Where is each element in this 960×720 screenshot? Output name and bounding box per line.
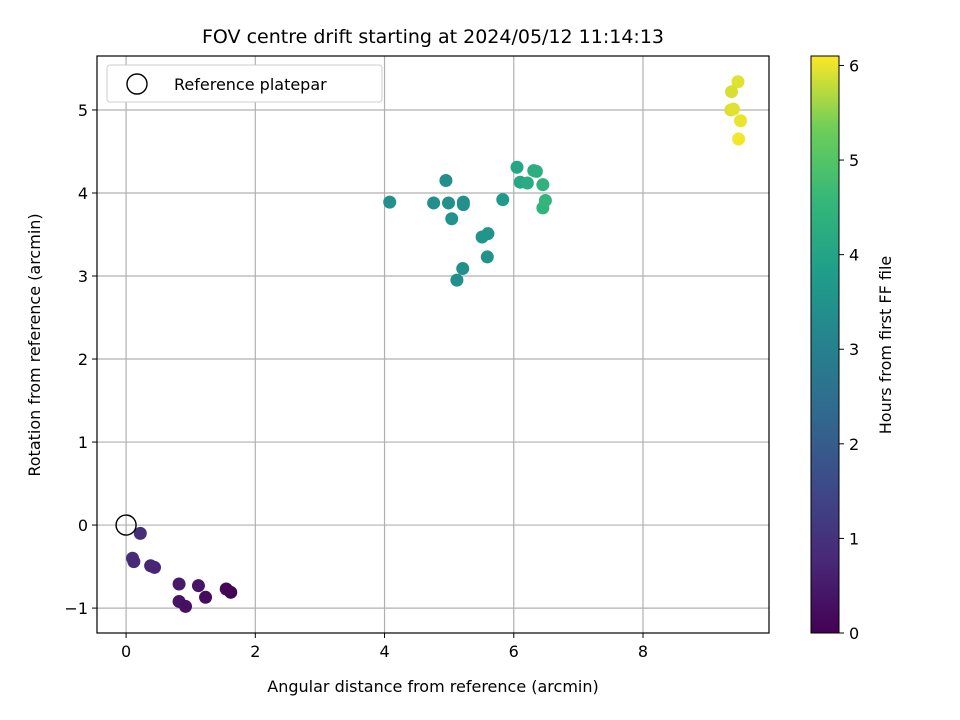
data-point — [520, 176, 534, 190]
y-tick-label: 5 — [78, 101, 88, 120]
colorbar: 0 1 2 3 4 5 6 Hours from first FF file — [810, 55, 895, 643]
data-point — [536, 178, 550, 192]
y-tick-label: 3 — [78, 267, 88, 286]
grid — [97, 56, 769, 633]
colorbar-ticks: 0 1 2 3 4 5 6 — [839, 56, 859, 643]
colorbar-tick-label: 1 — [849, 529, 859, 548]
x-tick-label: 4 — [379, 642, 389, 661]
x-axis-label: Angular distance from reference (arcmin) — [267, 677, 598, 696]
data-point — [732, 132, 746, 146]
colorbar-tick-label: 5 — [849, 151, 859, 170]
data-point — [224, 585, 238, 599]
data-point — [450, 273, 464, 287]
x-tick-label: 2 — [250, 642, 260, 661]
y-axis-ticks: −1 0 1 2 3 4 5 — [64, 101, 97, 618]
x-axis-ticks: 0 2 4 6 8 — [121, 633, 648, 661]
data-point — [127, 555, 141, 569]
x-tick-label: 0 — [121, 642, 131, 661]
y-tick-label: 2 — [78, 350, 88, 369]
data-point — [133, 526, 147, 540]
data-point — [427, 196, 441, 210]
colorbar-gradient — [810, 55, 840, 634]
data-point — [148, 560, 162, 574]
data-point — [731, 75, 745, 89]
x-tick-label: 6 — [509, 642, 519, 661]
reference-point — [115, 514, 137, 536]
colorbar-tick-label: 4 — [849, 246, 859, 265]
data-point — [725, 85, 739, 99]
legend-reference-marker — [126, 73, 148, 95]
x-tick-label: 8 — [638, 642, 648, 661]
data-point — [445, 212, 459, 226]
legend-label-reference: Reference platepar — [174, 75, 327, 94]
data-point — [439, 174, 453, 188]
legend-box — [106, 64, 383, 103]
data-point — [191, 579, 205, 593]
data-point — [538, 193, 552, 207]
y-axis-label: Rotation from reference (arcmin) — [25, 213, 44, 476]
data-point — [179, 599, 193, 613]
colorbar-tick-label: 3 — [849, 340, 859, 359]
data-point — [199, 590, 213, 604]
data-point — [734, 114, 748, 128]
data-point — [172, 577, 186, 591]
data-point — [442, 196, 456, 210]
data-point — [529, 164, 543, 178]
data-point — [496, 193, 510, 207]
data-point — [481, 227, 495, 241]
colorbar-tick-label: 0 — [849, 624, 859, 643]
y-tick-label: −1 — [64, 599, 88, 618]
data-points — [126, 75, 748, 613]
reference-marker — [115, 514, 137, 536]
data-point — [456, 198, 470, 212]
colorbar-label: Hours from first FF file — [876, 256, 895, 435]
y-tick-label: 1 — [78, 433, 88, 452]
legend: Reference platepar — [106, 64, 383, 103]
plot-frame — [96, 55, 770, 634]
data-point — [480, 250, 494, 264]
chart-title: FOV centre drift starting at 2024/05/12 … — [202, 26, 664, 48]
data-point — [456, 262, 470, 276]
y-tick-label: 0 — [78, 516, 88, 535]
data-point — [726, 102, 740, 116]
data-point — [383, 195, 397, 209]
colorbar-tick-label: 6 — [849, 56, 859, 75]
data-point — [510, 160, 524, 174]
colorbar-tick-label: 2 — [849, 435, 859, 454]
y-tick-label: 4 — [78, 184, 88, 203]
